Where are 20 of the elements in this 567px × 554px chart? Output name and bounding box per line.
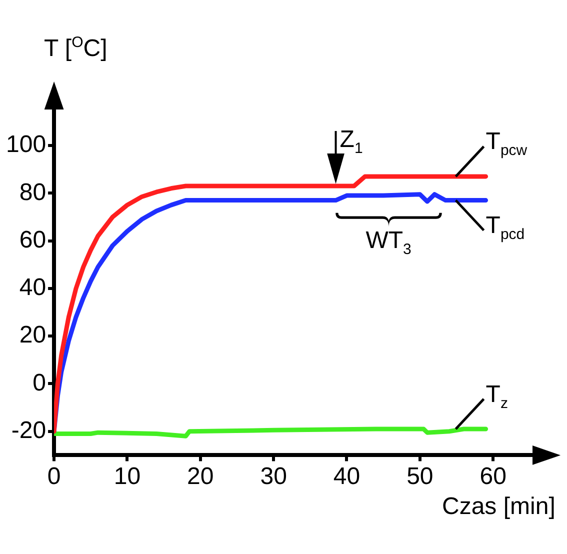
series-label: T$_{pcw}$ — [486, 128, 528, 160]
y-tick-label: 80 — [19, 178, 46, 206]
x-axis-title: Czas [min] — [442, 493, 556, 520]
x-tick-label: 10 — [114, 463, 141, 490]
y-tick-label: 20 — [19, 322, 46, 349]
x-tick-label: 50 — [406, 463, 434, 490]
y-tick-label: 0 — [32, 369, 46, 396]
series-label: T$_{z}$ — [486, 380, 508, 412]
y-tick-label: -20 — [11, 417, 46, 444]
x-tick-label: 20 — [187, 463, 214, 490]
y-tick-label: 40 — [19, 274, 46, 302]
y-tick-label: 100 — [6, 131, 46, 158]
x-tick-label: 60 — [480, 463, 506, 490]
annotation: WT$_{3}$ — [366, 226, 412, 258]
x-tick-label: 40 — [333, 463, 360, 490]
y-tick-label: 60 — [19, 226, 46, 254]
y-axis-title: T [$^{O}$C] — [44, 34, 108, 62]
annotation: Z$_{1}$ — [340, 126, 363, 157]
x-tick-label: 30 — [260, 463, 287, 490]
series-label: T$_{pcd}$ — [486, 212, 525, 244]
